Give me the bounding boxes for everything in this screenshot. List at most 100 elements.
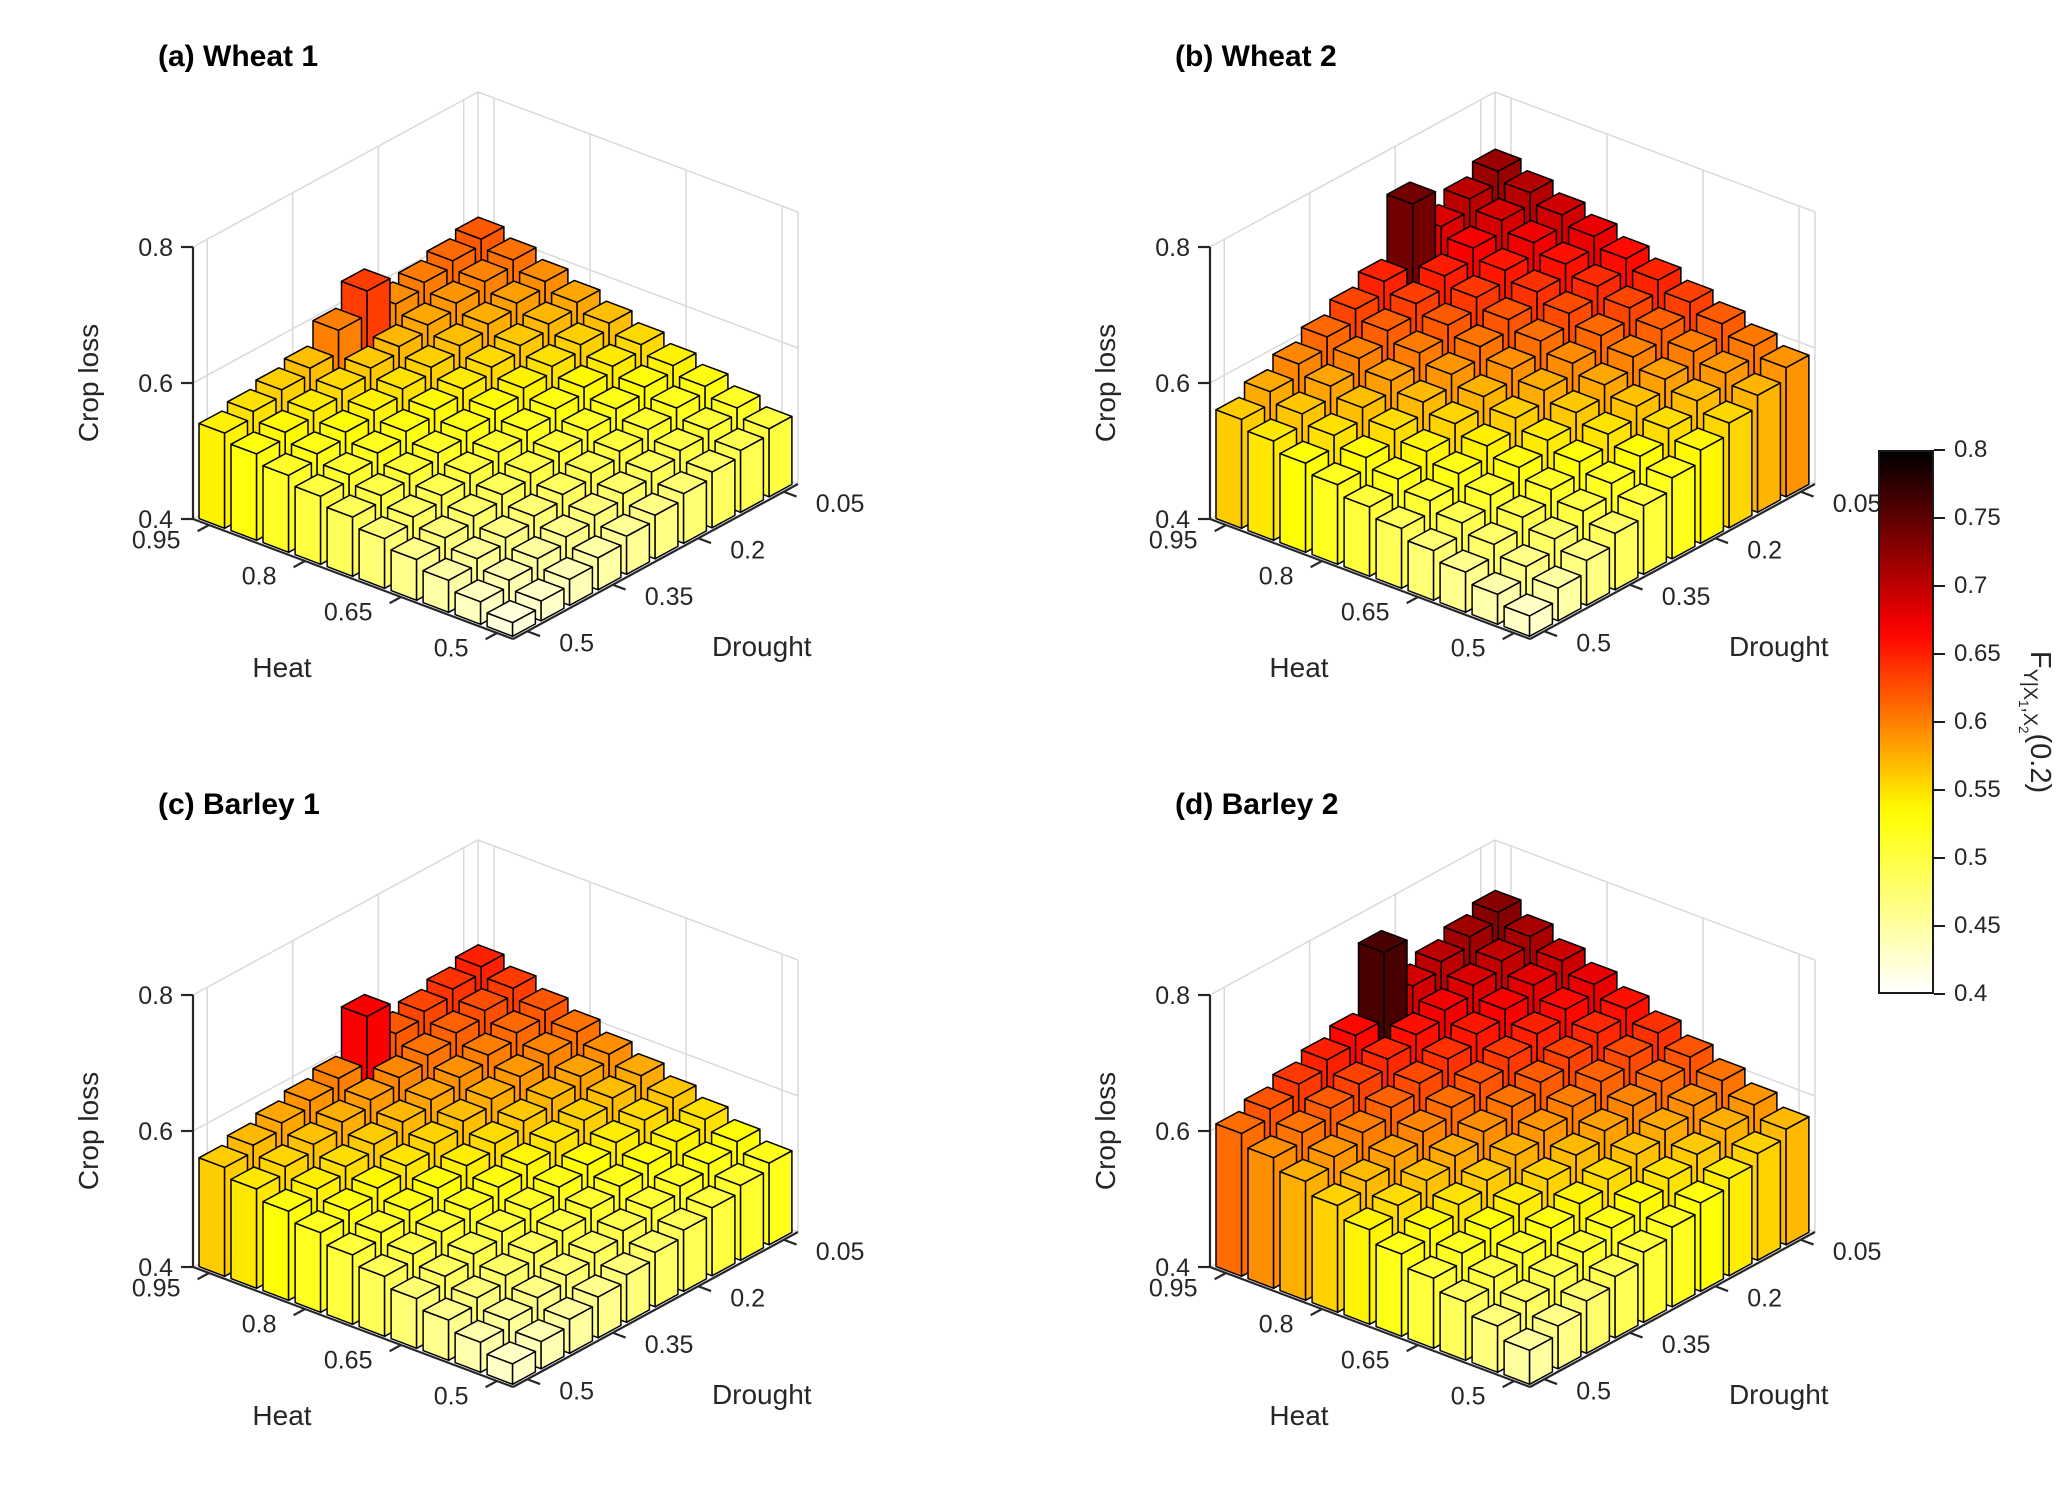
- axis-text: 0.6: [138, 1118, 173, 1146]
- axis-text: Drought: [1729, 1379, 1829, 1410]
- colorbar-tick-label: 0.8: [1954, 436, 1988, 463]
- axis-text: 0.8: [138, 234, 173, 262]
- axis-text: 0.35: [1662, 583, 1711, 611]
- axis-text: Crop loss: [1090, 324, 1121, 442]
- bars: [198, 944, 793, 1386]
- axis-text: 0.35: [645, 1331, 694, 1359]
- colorbar-tick-label: 0.7: [1954, 572, 1988, 599]
- axis-text: 0.5: [1451, 635, 1486, 663]
- axis-text: Heat: [1269, 652, 1328, 683]
- colorbar-tick-mark: [1934, 721, 1945, 723]
- colorbar-label: FY|X1,X2(0.2): [2016, 650, 2056, 794]
- panel-title-b: (b) Wheat 2: [1175, 40, 1337, 73]
- axis-text: 0.8: [1155, 982, 1190, 1010]
- colorbar-tick-label: 0.55: [1954, 776, 2001, 803]
- panel-title-d: (d) Barley 2: [1175, 788, 1339, 821]
- axis-text: 0.4: [1155, 506, 1190, 534]
- colorbar-gradient: [1878, 450, 1934, 994]
- axis-text: Crop loss: [73, 1072, 104, 1190]
- colorbar-tick-mark: [1934, 857, 1945, 859]
- bar-7-9: [422, 1297, 473, 1362]
- axis-text: 0.65: [324, 1347, 373, 1375]
- panel-wheat-2: 0.4 0.6 0.8 0.95 0.8 0.65 0.5 0.05 0.2 0.35 0.5 Hea…: [1065, 26, 1945, 746]
- bar-7-9: [1439, 549, 1490, 614]
- axes: [1198, 993, 1816, 1389]
- axis-text: 0.6: [1155, 1118, 1190, 1146]
- axis-text: 0.2: [1747, 1284, 1782, 1312]
- axis-text: 0.05: [1833, 490, 1882, 518]
- panel-wheat-1: 0.4 0.6 0.8 0.95 0.8 0.65 0.5 0.05 0.2 0.35 0.5 Hea…: [48, 26, 928, 746]
- axis-text: 0.4: [1155, 1254, 1190, 1282]
- colorbar-tick-label: 0.45: [1954, 912, 2001, 939]
- figure: 0.4 0.6 0.8 0.95 0.8 0.65 0.5 0.05 0.2 0.35 0.5 Hea…: [48, 26, 2067, 1431]
- axes: [181, 245, 799, 641]
- axis-text: 0.4: [138, 506, 173, 534]
- bar3d-chart-barley-1: 0.4 0.6 0.8 0.95 0.8 0.65 0.5 0.05 0.2 0.35 0.5 Hea…: [73, 839, 864, 1431]
- axis-label-group: 0.4 0.6 0.8 0.95 0.8 0.65 0.5 0.05 0.2 0.35 0.5 Hea…: [73, 234, 864, 683]
- bar-9-9: [1503, 1327, 1554, 1386]
- axis-text: Heat: [1269, 1400, 1328, 1431]
- colorbar-tick-mark: [1934, 925, 1945, 927]
- axis-text: 0.5: [1576, 1377, 1611, 1405]
- axis-text: 0.35: [1662, 1331, 1711, 1359]
- bar-9-9: [486, 1341, 537, 1386]
- axis-text: 0.5: [559, 629, 594, 657]
- colorbar-tick-label: 0.6: [1954, 708, 1988, 735]
- axis-text: 0.05: [816, 1238, 865, 1266]
- colorbar-tick-mark: [1934, 585, 1945, 587]
- axis-text: 0.2: [730, 536, 765, 564]
- colorbar: 0.8 0.75 0.7 0.65 0.6 0.55 0.5 0.45 0.4 FY|X1,X2…: [1878, 436, 2067, 1010]
- axis-text: Drought: [1729, 631, 1829, 662]
- colorbar-tick-mark: [1934, 653, 1945, 655]
- colorbar-tick-mark: [1934, 517, 1945, 519]
- axis-text: 0.2: [730, 1284, 765, 1312]
- panel-barley-2: 0.4 0.6 0.8 0.95 0.8 0.65 0.5 0.05 0.2 0.35 0.5 Hea…: [1065, 774, 1945, 1494]
- colorbar-tick-label: 0.5: [1954, 844, 1988, 871]
- axis-text: 0.5: [1576, 629, 1611, 657]
- axis-text: Crop loss: [1090, 1072, 1121, 1190]
- axis-text: 0.65: [1341, 1347, 1390, 1375]
- axis-text: Crop loss: [73, 324, 104, 442]
- axis-text: 0.4: [138, 1254, 173, 1282]
- bars: [198, 216, 793, 638]
- axis-text: 0.5: [434, 635, 469, 663]
- axis-text: 0.5: [434, 1383, 469, 1411]
- axis-text: 0.6: [138, 370, 173, 398]
- bars: [1215, 148, 1810, 638]
- axis-text: Drought: [712, 1379, 812, 1410]
- axis-text: 0.8: [1155, 234, 1190, 262]
- axis-label-group: 0.4 0.6 0.8 0.95 0.8 0.65 0.5 0.05 0.2 0.35 0.5 Hea…: [73, 982, 864, 1431]
- panel-title-c: (c) Barley 1: [158, 788, 320, 821]
- axis-text: 0.65: [1341, 599, 1390, 627]
- bar3d-chart-wheat-2: 0.4 0.6 0.8 0.95 0.8 0.65 0.5 0.05 0.2 0.35 0.5 Hea…: [1090, 91, 1881, 683]
- axis-label-group: 0.4 0.6 0.8 0.95 0.8 0.65 0.5 0.05 0.2 0.35 0.5 Hea…: [1090, 234, 1881, 683]
- colorbar-tick-label: 0.65: [1954, 640, 2001, 667]
- bar-9-9: [486, 599, 537, 638]
- axis-text: 0.8: [138, 982, 173, 1010]
- axis-text: Drought: [712, 631, 812, 662]
- panel-title-a: (a) Wheat 1: [158, 40, 319, 73]
- axis-text: 0.35: [645, 583, 694, 611]
- bar3d-chart-wheat-1: 0.4 0.6 0.8 0.95 0.8 0.65 0.5 0.05 0.2 0.35 0.5 Hea…: [73, 91, 864, 683]
- bar3d-chart-barley-2: 0.4 0.6 0.8 0.95 0.8 0.65 0.5 0.05 0.2 0.35 0.5 Hea…: [1090, 839, 1881, 1431]
- axis-text: 0.8: [1259, 1311, 1294, 1339]
- axis-text: 0.2: [1747, 536, 1782, 564]
- axis-text: 0.5: [559, 1377, 594, 1405]
- colorbar-tick-mark: [1934, 449, 1945, 451]
- axis-text: 0.95: [1149, 527, 1198, 555]
- axis-text: 0.95: [132, 1275, 181, 1303]
- bars: [1215, 889, 1810, 1386]
- axis-text: 0.65: [324, 599, 373, 627]
- colorbar-tick-label: 0.75: [1954, 504, 2001, 531]
- axis-text: 0.8: [242, 563, 277, 591]
- axis-text: 0.95: [132, 527, 181, 555]
- axis-text: 0.95: [1149, 1275, 1198, 1303]
- axis-text: 0.8: [242, 1311, 277, 1339]
- axes: [181, 993, 799, 1389]
- bar-9-9: [1503, 593, 1554, 638]
- colorbar-tick-label: 0.4: [1954, 980, 1988, 1007]
- panel-barley-1: 0.4 0.6 0.8 0.95 0.8 0.65 0.5 0.05 0.2 0.35 0.5 Hea…: [48, 774, 928, 1494]
- axis-text: 0.8: [1259, 563, 1294, 591]
- colorbar-tick-mark: [1934, 993, 1945, 995]
- colorbar-tick-mark: [1934, 789, 1945, 791]
